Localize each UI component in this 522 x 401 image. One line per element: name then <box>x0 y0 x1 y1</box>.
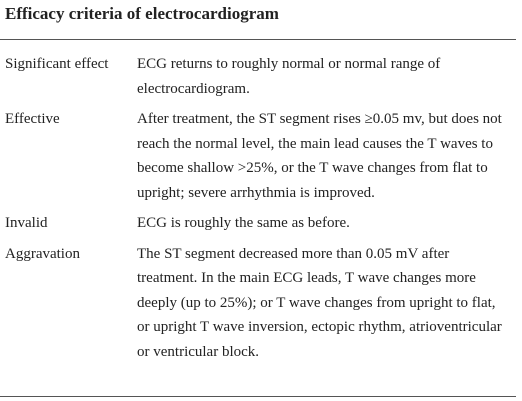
rule <box>0 396 516 397</box>
criterion-name: Aggravation <box>5 245 80 262</box>
criterion-description: ECG returns to roughly normal or normal … <box>137 56 441 97</box>
criterion-description: After treatment, the ST segment rises ≥0… <box>137 111 502 201</box>
criterion-name: Invalid <box>5 215 48 231</box>
criterion-name: Effective <box>5 111 60 127</box>
table-row: Effective After treatment, the ST segment… <box>0 104 516 208</box>
table-row: Aggravation The ST segment decreased more… <box>0 239 516 368</box>
table-row: Invalid ECG is roughly the same as before… <box>0 208 516 239</box>
table-body: Significant effect ECG returns to roughly… <box>0 49 516 367</box>
table-row: Significant effect ECG returns to roughly… <box>0 49 516 104</box>
criterion-description: The ST segment decreased more than 0.05 … <box>137 245 502 360</box>
criterion-name: Significant effect <box>5 56 109 72</box>
rule <box>0 39 516 40</box>
criterion-description: ECG is roughly the same as before. <box>137 215 350 231</box>
table-title: Efficacy criteria of electrocardiogram <box>5 4 279 23</box>
criteria-table: Significant effect ECG returns to roughly… <box>0 49 516 367</box>
